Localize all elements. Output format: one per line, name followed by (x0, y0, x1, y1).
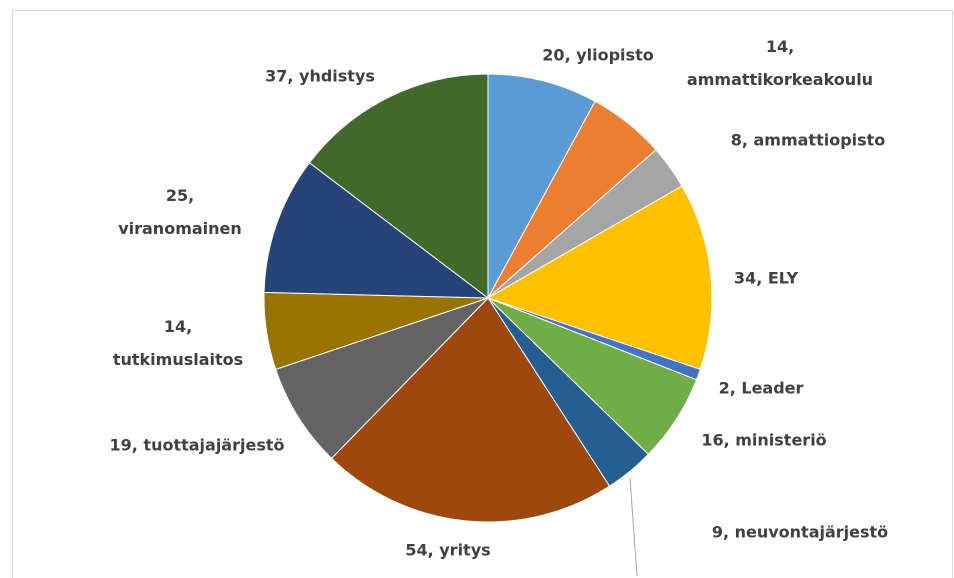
data-label: 2, Leader (718, 378, 804, 398)
pie-slice (486, 185, 713, 370)
pie-slice (275, 297, 489, 460)
data-label: 16, ministeriö (701, 430, 827, 450)
leader-line (629, 477, 638, 577)
pie-slice (263, 162, 490, 299)
data-label: 37, yhdistys (265, 66, 375, 86)
data-label: 14, ammattikorkeakoulu (686, 37, 874, 89)
data-label: 14, tutkimuslaitos (112, 317, 244, 369)
data-label: 8, ammattiopisto (730, 130, 886, 150)
pie-slice (487, 73, 596, 299)
chart-frame (12, 10, 953, 578)
data-label: 25, viranomainen (118, 186, 242, 238)
pie-slice (330, 297, 611, 523)
data-label: 54, yritys (405, 540, 491, 560)
data-label: 34, ELY (733, 268, 799, 288)
pie-slice (308, 73, 489, 300)
data-label: 20, yliopisto (542, 45, 654, 65)
data-label: 9, neuvontajärjestö (711, 522, 889, 542)
data-label: 19, tuottajajärjestö (109, 435, 285, 455)
